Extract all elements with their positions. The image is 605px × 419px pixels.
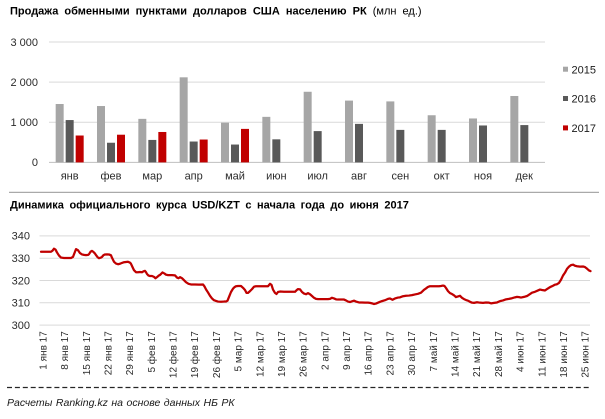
svg-text:3 000: 3 000 (10, 37, 38, 49)
svg-text:30 апр 17: 30 апр 17 (407, 331, 418, 376)
svg-text:Расчеты Ranking.kz на основе д: Расчеты Ranking.kz на основе данных НБ Р… (7, 397, 235, 409)
svg-text:2 000: 2 000 (10, 77, 38, 89)
svg-text:авг: авг (351, 171, 367, 183)
svg-text:1 янв 17: 1 янв 17 (38, 331, 49, 370)
svg-text:Продажа обменными пунктами дол: Продажа обменными пунктами долларов США … (10, 6, 422, 18)
svg-text:12 мар 17: 12 мар 17 (255, 331, 266, 377)
svg-text:0: 0 (32, 157, 38, 169)
svg-text:4 июн 17: 4 июн 17 (516, 331, 527, 372)
svg-text:330: 330 (12, 253, 30, 265)
svg-text:ноя: ноя (474, 171, 492, 183)
svg-text:дек: дек (516, 171, 534, 183)
svg-text:сен: сен (391, 171, 409, 183)
svg-text:15 янв 17: 15 янв 17 (82, 331, 93, 375)
svg-text:июн: июн (266, 171, 286, 183)
svg-text:22 янв 17: 22 янв 17 (103, 331, 114, 375)
svg-text:25 июн 17: 25 июн 17 (581, 331, 592, 378)
svg-text:2015: 2015 (572, 64, 596, 76)
svg-text:7 май 17: 7 май 17 (429, 331, 440, 372)
svg-text:май: май (225, 171, 245, 183)
svg-text:23 апр 17: 23 апр 17 (385, 331, 396, 376)
svg-text:28 май 17: 28 май 17 (494, 331, 505, 377)
svg-text:300: 300 (12, 320, 30, 332)
svg-text:1 000: 1 000 (10, 117, 38, 129)
svg-text:11 июн 17: 11 июн 17 (537, 331, 548, 377)
svg-text:310: 310 (12, 298, 30, 310)
svg-text:26 мар 17: 26 мар 17 (299, 331, 310, 377)
svg-text:18 июн 17: 18 июн 17 (559, 331, 570, 378)
svg-text:янв: янв (61, 171, 79, 183)
svg-text:окт: окт (434, 171, 450, 183)
svg-text:320: 320 (12, 275, 30, 287)
svg-text:апр: апр (185, 171, 203, 183)
svg-text:16 апр 17: 16 апр 17 (364, 331, 375, 376)
svg-text:9 апр 17: 9 апр 17 (342, 331, 353, 370)
svg-text:Динамика официального курса US: Динамика официального курса USD/KZT с на… (10, 199, 409, 211)
svg-text:мар: мар (142, 171, 162, 183)
svg-text:340: 340 (12, 231, 30, 243)
svg-text:19 фев 17: 19 фев 17 (189, 331, 201, 378)
svg-text:26 фев 17: 26 фев 17 (211, 331, 223, 378)
svg-text:29 янв 17: 29 янв 17 (125, 331, 136, 375)
svg-text:14 май 17: 14 май 17 (451, 331, 462, 377)
svg-text:19 мар 17: 19 мар 17 (277, 331, 288, 377)
svg-text:5 мар 17: 5 мар 17 (234, 331, 245, 372)
svg-text:2016: 2016 (572, 94, 596, 106)
svg-text:12 фев 17: 12 фев 17 (168, 331, 180, 378)
svg-text:фев: фев (100, 171, 121, 183)
svg-text:21 май 17: 21 май 17 (472, 331, 483, 377)
svg-text:5 фев 17: 5 фев 17 (146, 331, 158, 373)
svg-text:8 янв 17: 8 янв 17 (60, 331, 71, 370)
svg-text:2017: 2017 (572, 123, 596, 135)
svg-text:июл: июл (307, 171, 328, 183)
svg-text:2 апр 17: 2 апр 17 (320, 331, 331, 370)
